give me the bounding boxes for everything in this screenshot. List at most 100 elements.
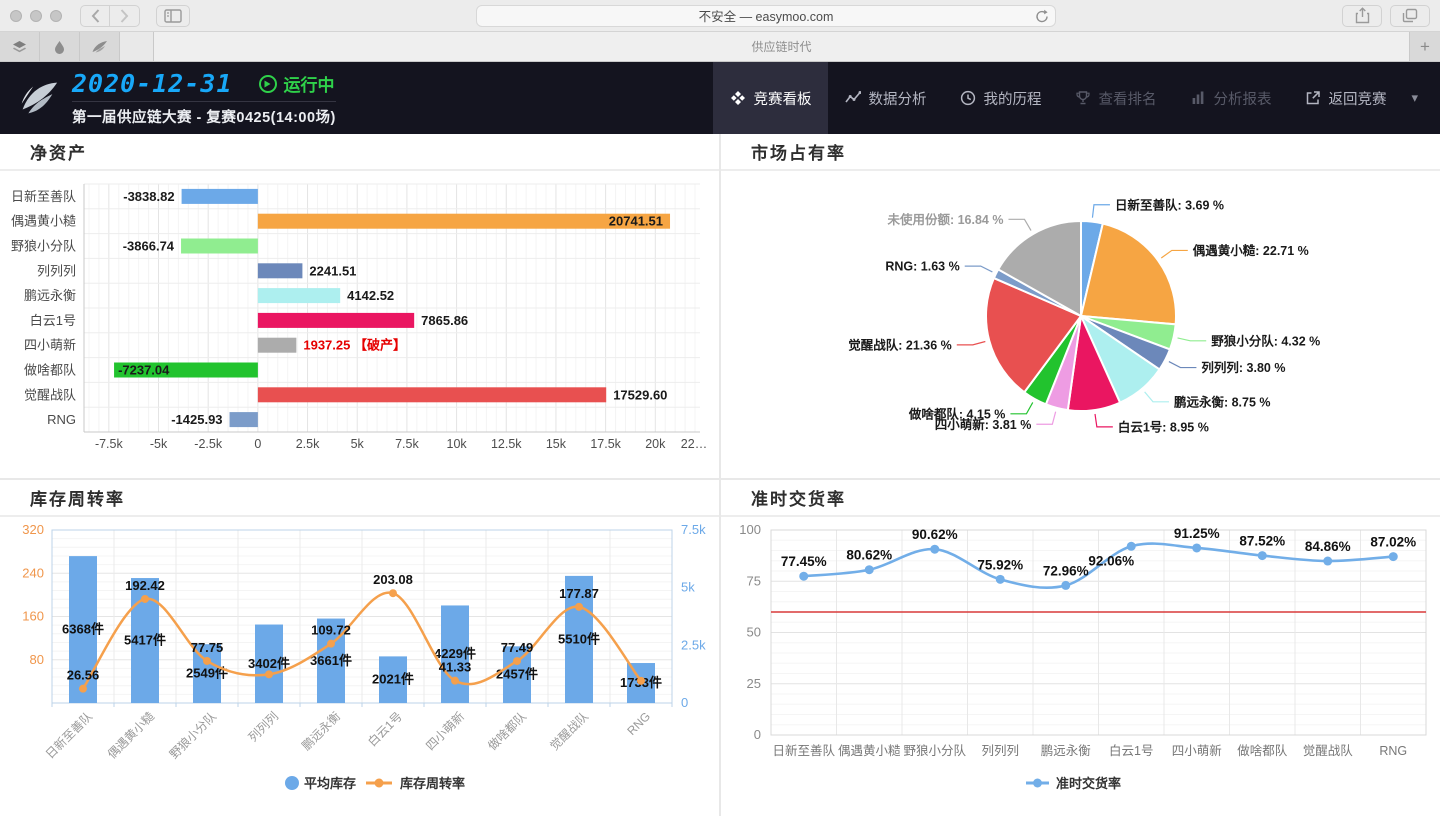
delivery-point-列列列[interactable]	[995, 574, 1005, 584]
pie-slice-偶遇黄小糙[interactable]	[1079, 222, 1177, 326]
category-label: 日新至善队	[11, 189, 76, 204]
x-axis-label: 日新至善队	[42, 709, 95, 762]
back-button[interactable]	[80, 4, 110, 27]
x-axis-label: 做啥都队	[1237, 743, 1288, 758]
bar-RNG[interactable]	[229, 412, 258, 428]
forward-button[interactable]	[110, 4, 140, 27]
bar-做啥都队[interactable]	[114, 362, 258, 378]
category-label: 四小萌新	[24, 338, 76, 353]
nav-item-0[interactable]: 竞赛看板	[713, 62, 829, 134]
turnover-point-偶遇黄小糙[interactable]	[141, 594, 149, 603]
delivery-point-做啥都队[interactable]	[1257, 551, 1267, 561]
delivery-point-日新至善队[interactable]	[799, 571, 809, 581]
bar-白云1号[interactable]	[257, 312, 415, 328]
x-axis-label: 四小萌新	[423, 709, 468, 754]
nav-item-3[interactable]: 查看排名	[1058, 62, 1173, 134]
inventory-bar-列列列[interactable]	[255, 624, 283, 703]
pie-label-偶遇黄小糙: 偶遇黄小糙: 22.71 %	[1193, 243, 1309, 258]
zoom-window-button[interactable]	[50, 9, 62, 22]
grid	[83, 183, 700, 433]
legend-label[interactable]: 准时交货率	[1056, 776, 1121, 791]
point-value-label: 84.86%	[1305, 539, 1351, 554]
new-tab-button[interactable]: +	[1410, 32, 1440, 61]
nav-item-4[interactable]: 分析报表	[1173, 62, 1288, 134]
bar-觉醒战队[interactable]	[257, 387, 607, 403]
bar-value-label: 4229件	[434, 646, 476, 661]
inventory-bar-日新至善队[interactable]	[69, 556, 97, 703]
legend-bar-marker[interactable]	[285, 776, 299, 790]
droplet-icon	[55, 40, 64, 54]
share-button[interactable]	[1342, 4, 1382, 27]
delivery-point-野狼小分队[interactable]	[930, 544, 940, 554]
reload-button[interactable]	[1035, 9, 1049, 27]
nav-item-1[interactable]: 数据分析	[828, 62, 943, 134]
pie-label-白云1号: 白云1号: 8.95 %	[1118, 419, 1209, 434]
address-bar[interactable]: 不安全 — easymoo.com	[476, 4, 1056, 27]
turnover-point-日新至善队[interactable]	[79, 684, 87, 693]
chevron-right-icon	[120, 8, 129, 23]
pie-slice-未使用份额[interactable]	[996, 219, 1082, 318]
point-value-label: 72.96%	[1043, 563, 1089, 578]
category-label: 觉醒战队	[24, 387, 76, 402]
bar-value-label: 5510件	[558, 631, 600, 646]
y-axis-tick: 100	[739, 522, 761, 537]
legend-line-dot[interactable]	[1033, 778, 1042, 788]
bar-野狼小分队[interactable]	[181, 238, 258, 254]
nav-item-2[interactable]: 我的历程	[943, 62, 1058, 134]
inventory-bar-白云1号[interactable]	[379, 656, 407, 703]
inventory-bar-觉醒战队[interactable]	[565, 575, 593, 703]
turnover-point-野狼小分队[interactable]	[203, 656, 211, 665]
delivery-point-觉醒战队[interactable]	[1323, 556, 1333, 566]
game-date: 2020-12-31	[72, 69, 233, 98]
turnover-point-做啥都队[interactable]	[513, 657, 521, 666]
minimize-window-button[interactable]	[30, 9, 42, 22]
turnover-point-觉醒战队[interactable]	[575, 602, 583, 611]
x-axis-tick: 22…	[681, 437, 707, 451]
bar-四小萌新[interactable]	[257, 337, 297, 353]
tab-overview-button[interactable]	[1390, 4, 1430, 27]
panel-delivery-rate: 准时交货率 100 75 50 25 0 77.45% 80.62% 90.62% 75.92%…	[721, 480, 1440, 816]
legend-line-label[interactable]: 库存周转率	[400, 776, 465, 791]
bar-鹏远永衡[interactable]	[257, 288, 341, 304]
category-label: 白云1号	[30, 313, 76, 328]
sidebar-toggle-button[interactable]	[156, 4, 190, 27]
bar-列列列[interactable]	[257, 263, 303, 279]
inventory-bar-做啥都队[interactable]	[503, 646, 531, 703]
delivery-point-偶遇黄小糙[interactable]	[864, 565, 874, 575]
close-window-button[interactable]	[10, 9, 22, 22]
nav-item-5[interactable]: 返回竞赛	[1288, 62, 1403, 134]
bar-value-label: 2241.51	[309, 263, 356, 278]
pinned-tab-1[interactable]	[0, 32, 40, 61]
inventory-bar-四小萌新[interactable]	[441, 605, 469, 703]
market-share-chart: 日新至善队: 3.69 % 偶遇黄小糙: 22.71 % 野狼小分队: 4.32 %…	[848, 197, 1320, 434]
pinned-tab-3[interactable]	[80, 32, 120, 61]
bar-日新至善队[interactable]	[181, 188, 258, 204]
caret-down-icon[interactable]: ▾	[1411, 90, 1418, 105]
legend-bar-label[interactable]: 平均库存	[304, 776, 356, 791]
turnover-point-四小萌新[interactable]	[451, 676, 459, 685]
layers-icon	[13, 40, 26, 52]
delivery-point-鹏远永衡[interactable]	[1061, 580, 1071, 590]
turnover-point-鹏远永衡[interactable]	[327, 639, 335, 648]
active-tab[interactable]: 供应链时代	[154, 32, 1410, 61]
nav-item-label: 分析报表	[1213, 91, 1272, 108]
turnover-point-白云1号[interactable]	[389, 589, 397, 598]
delivery-point-RNG[interactable]	[1388, 552, 1398, 562]
turnover-point-列列列[interactable]	[265, 670, 273, 679]
nav-item-label: 查看排名	[1098, 91, 1157, 108]
bar-value-label: 5417件	[124, 633, 166, 648]
delivery-point-白云1号[interactable]	[1126, 541, 1136, 551]
left-axis-tick: 80	[30, 652, 44, 667]
line-value-label: 192.42	[125, 578, 165, 593]
pinned-tab-2[interactable]	[40, 32, 80, 61]
bar-value-label: 1937.25 【破产】	[303, 338, 406, 353]
bar-偶遇黄小糙[interactable]	[257, 213, 671, 229]
pinned-tab-4[interactable]	[120, 32, 154, 61]
inventory-bar-鹏远永衡[interactable]	[317, 618, 345, 703]
turnover-point-RNG[interactable]	[637, 676, 645, 685]
bar-value-label: 2021件	[372, 672, 414, 687]
x-axis-label: 鹏远永衡	[1041, 744, 1091, 758]
x-axis-tick: 5k	[351, 437, 365, 451]
delivery-point-四小萌新[interactable]	[1192, 543, 1202, 553]
legend-line-dot[interactable]	[374, 778, 384, 788]
